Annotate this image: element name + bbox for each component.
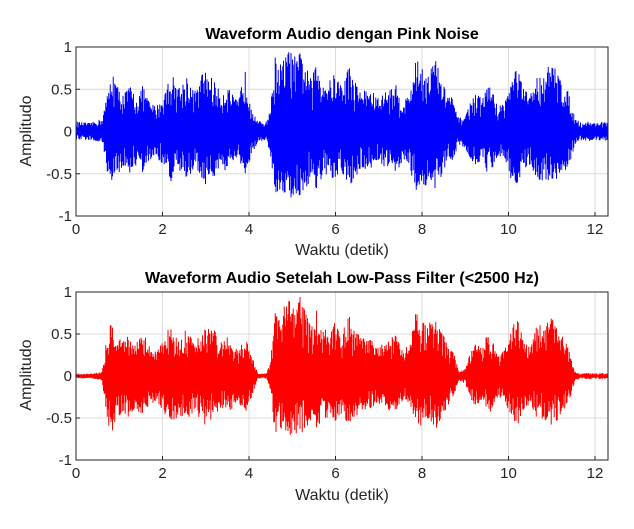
x-tick-label: 2 [158,465,166,482]
chart-low-pass: Waveform Audio Setelah Low-Pass Filter (… [18,270,609,504]
y-tick-label: 1 [64,284,72,301]
y-tick-label: 0 [64,368,72,385]
plot-area: 0 2 4 6 8 10 12 -1 -0.5 0 0.5 1 [46,284,609,482]
x-tick-label: 4 [245,221,253,238]
y-tick-label: 0.5 [51,326,72,343]
x-tick-label: 8 [418,465,426,482]
chart-title: Waveform Audio dengan Pink Noise [205,26,479,43]
x-tick-label: 6 [331,465,339,482]
x-tick-label: 6 [331,221,339,238]
y-tick-label: -1 [59,208,72,225]
y-tick-label: -0.5 [46,166,72,183]
y-tick-label: 1 [64,39,72,56]
x-tick-label: 10 [500,465,517,482]
y-axis-label: Amplitudo [18,95,35,166]
x-tick-label: 0 [72,221,80,238]
chart-title: Waveform Audio Setelah Low-Pass Filter (… [145,270,539,287]
plot-area: 0 2 4 6 8 10 12 -1 -0.5 0 0.5 1 [46,39,609,238]
x-tick-label: 8 [418,221,426,238]
y-tick-label: -0.5 [46,410,72,427]
x-tick-label: 0 [72,465,80,482]
x-tick-label: 10 [500,221,517,238]
x-tick-label: 12 [587,221,604,238]
x-axis-label: Waktu (detik) [295,242,389,259]
x-tick-label: 4 [245,465,253,482]
y-tick-label: 0 [64,124,72,141]
y-tick-label: -1 [59,452,72,469]
x-tick-label: 12 [587,465,604,482]
y-axis-label: Amplitudo [18,339,35,410]
x-axis-label: Waktu (detik) [295,487,389,504]
chart-pink-noise: Waveform Audio dengan Pink Noise 0 2 4 6 8 10… [18,26,609,259]
y-tick-label: 0.5 [51,81,72,98]
x-tick-label: 2 [158,221,166,238]
